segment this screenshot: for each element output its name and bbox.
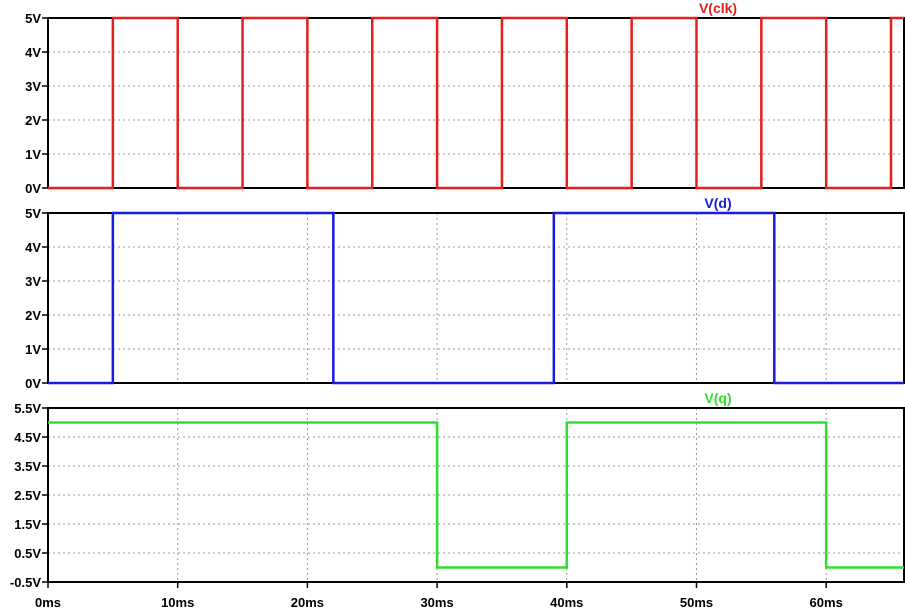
series-title: V(q) [704,390,731,406]
y-tick-label: 0V [25,181,41,196]
y-tick-label: 0.5V [14,546,41,561]
x-tick-label: 10ms [161,595,194,610]
y-tick-label: 0V [25,376,41,391]
x-tick-label: 0ms [35,595,61,610]
x-tick-label: 40ms [550,595,583,610]
x-tick-label: 20ms [291,595,324,610]
y-tick-label: 1V [25,342,41,357]
y-tick-label: 1.5V [14,517,41,532]
y-tick-label: 4.5V [14,430,41,445]
series-line-v-clk [48,16,904,190]
y-tick-label: 3.5V [14,459,41,474]
x-tick-label: 50ms [680,595,713,610]
y-tick-label: 2V [25,308,41,323]
pane-frame [47,17,905,189]
series-line-v-q [48,421,904,569]
x-tick-label: 60ms [810,595,843,610]
y-tick-label: 4V [25,240,41,255]
pane-frame [47,407,905,583]
x-tick-label: 30ms [420,595,453,610]
y-tick-label: 3V [25,79,41,94]
series-title: V(d) [704,195,731,211]
pane-frame [47,212,905,384]
y-tick-label: 2V [25,113,41,128]
y-tick-label: 5V [25,206,41,221]
y-tick-label: 5V [25,11,41,26]
y-tick-label: 5.5V [14,401,41,416]
y-tick-label: 3V [25,274,41,289]
y-tick-label: -0.5V [10,575,41,590]
y-tick-label: 2.5V [14,488,41,503]
y-tick-label: 1V [25,147,41,162]
series-line-v-d [48,211,904,385]
y-tick-label: 4V [25,45,41,60]
series-title: V(clk) [699,0,737,16]
